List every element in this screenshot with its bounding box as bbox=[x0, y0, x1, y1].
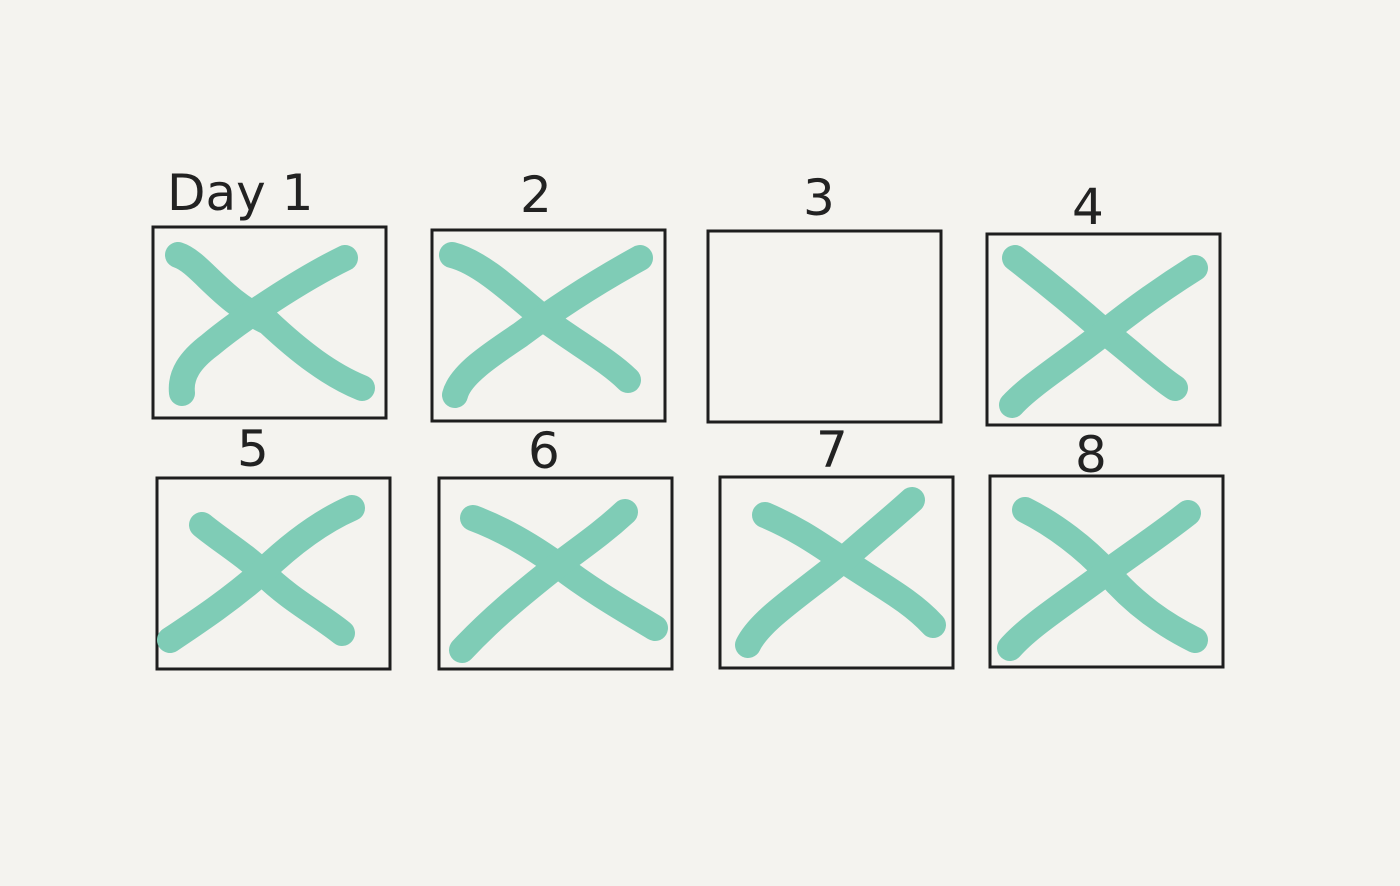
day-label: 4 bbox=[1072, 178, 1104, 236]
day-cell: 6 bbox=[437, 422, 674, 671]
day-label: 6 bbox=[528, 422, 560, 480]
day-cell: Day 1 bbox=[151, 164, 388, 420]
day-label: 8 bbox=[1075, 426, 1107, 484]
x-mark bbox=[735, 487, 925, 658]
day-cell: 3 bbox=[706, 169, 943, 424]
x-mark bbox=[165, 242, 375, 401]
day-box bbox=[437, 476, 674, 671]
x-mark bbox=[157, 495, 365, 653]
day-label: 2 bbox=[520, 166, 552, 224]
day-label: 3 bbox=[803, 169, 835, 227]
day-cell: 5 bbox=[155, 420, 392, 671]
x-mark bbox=[442, 245, 653, 408]
day-box bbox=[985, 232, 1222, 427]
x-mark bbox=[449, 499, 638, 663]
day-label: 5 bbox=[237, 420, 269, 478]
day-label: 7 bbox=[816, 421, 848, 479]
day-box bbox=[706, 229, 943, 424]
day-cell: 7 bbox=[718, 421, 955, 670]
day-box bbox=[430, 228, 667, 423]
x-mark bbox=[168, 245, 358, 406]
day-label: Day 1 bbox=[167, 164, 313, 222]
day-box bbox=[151, 225, 388, 420]
x-mark bbox=[999, 255, 1208, 418]
day-cell: 4 bbox=[985, 178, 1222, 427]
day-box bbox=[718, 475, 955, 670]
day-box bbox=[155, 476, 392, 671]
day-box bbox=[988, 474, 1225, 669]
day-cell: 2 bbox=[430, 166, 667, 423]
day-cell: 8 bbox=[988, 426, 1225, 669]
x-mark bbox=[997, 500, 1201, 661]
